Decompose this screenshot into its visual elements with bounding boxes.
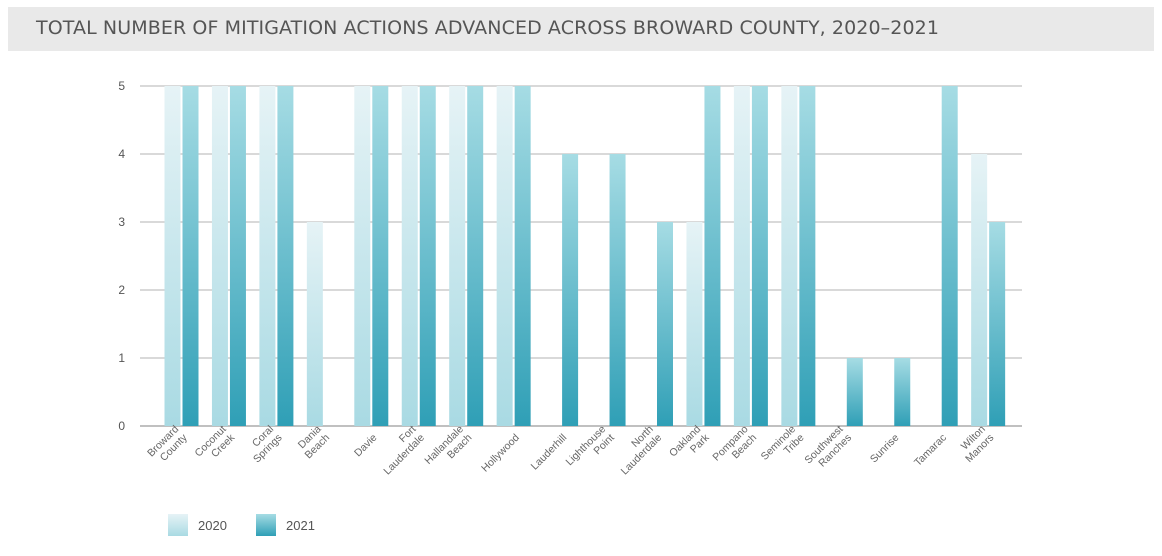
x-tick-label: Sunrise [868,432,902,466]
bar-2021 [989,222,1006,426]
bars [164,86,1006,426]
x-tick-label-line: Tamarac [912,432,949,469]
title-bar: TOTAL NUMBER OF MITIGATION ACTIONS ADVAN… [8,7,1154,51]
bar-2020 [259,86,276,426]
y-tick-label: 0 [118,419,125,433]
bar-2020 [449,86,466,426]
bar-2020 [733,86,750,426]
x-tick-label-line: Hollywood [479,432,522,475]
bar-2020 [354,86,371,426]
bar-2021 [751,86,768,426]
bar-2021 [846,358,863,426]
bar-2020 [164,86,181,426]
bar-2021 [562,154,579,426]
legend: 2020 2021 [168,514,315,536]
bar-2020 [401,86,418,426]
legend-swatch-2020 [168,514,188,536]
x-tick-label: Davie [352,432,380,460]
x-tick-label-line: Davie [352,432,380,460]
bar-2021 [182,86,199,426]
legend-swatch-2021 [256,514,276,536]
y-axis: 0 1 2 3 4 5 [118,79,125,433]
bar-2020 [306,222,323,426]
y-tick-label: 3 [118,215,125,229]
bar-2021 [657,222,673,426]
bar-2021 [467,86,484,426]
bar-2021 [894,358,911,426]
bar-2021 [277,86,294,426]
x-tick-label-line: Lauderhill [529,432,570,473]
bar-2021 [609,154,626,426]
bar-2020 [686,222,703,426]
bar-2021 [799,86,816,426]
legend-label-2021: 2021 [286,518,315,533]
bar-2021 [372,86,389,426]
bar-2020 [971,154,988,426]
bar-2021 [704,86,721,426]
y-tick-label: 4 [118,147,125,161]
x-tick-label: Hollywood [479,432,522,475]
y-tick-label: 2 [118,283,125,297]
bar-2021 [514,86,531,426]
bar-2021 [419,86,436,426]
y-tick-label: 1 [118,351,125,365]
x-tick-label-line: Sunrise [868,432,902,466]
x-tick-label: Tamarac [912,432,949,469]
x-tick-label: Lauderhill [529,432,570,473]
bar-2020 [211,86,228,426]
legend-label-2020: 2020 [198,518,227,533]
bar-2021 [229,86,246,426]
bar-2020 [781,86,798,426]
chart-title: TOTAL NUMBER OF MITIGATION ACTIONS ADVAN… [36,17,940,39]
bar-2020 [496,86,513,426]
y-tick-label: 5 [118,79,125,93]
bar-2021 [941,86,958,426]
